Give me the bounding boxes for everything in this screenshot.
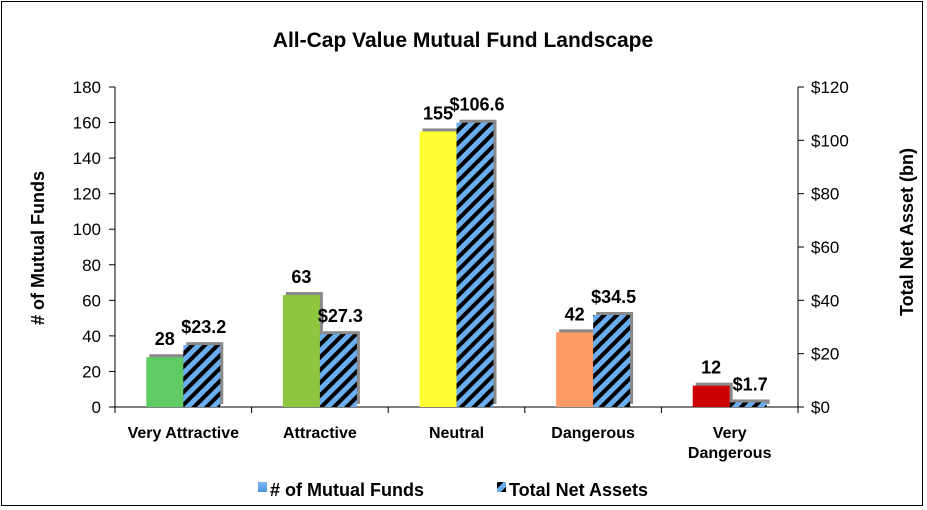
left-axis: 0 20 40 60 80 100 120 140 160 180 — [73, 78, 116, 417]
data-label-mutual-funds: 12 — [701, 358, 721, 378]
left-tick-label: 20 — [82, 362, 101, 381]
legend-label-mutual-funds: # of Mutual Funds — [270, 480, 424, 500]
bar-net-assets — [183, 345, 221, 407]
left-tick-label: 100 — [73, 220, 101, 239]
x-category-label: Dangerous — [551, 425, 635, 442]
data-labels: 28 $23.2 63 $27.3 155$106.6 42 $34.5 12 $1.7 — [155, 95, 768, 395]
data-label-mutual-funds: 28 — [155, 329, 175, 349]
bar-mutual-funds — [282, 295, 320, 407]
data-label-mutual-funds: 155 — [423, 103, 453, 123]
right-tick-label: $120 — [811, 78, 849, 97]
left-tick-label: 160 — [73, 114, 101, 133]
data-label-mutual-funds: 42 — [565, 304, 585, 324]
data-label-net-assets: $27.3 — [318, 306, 363, 326]
left-tick-label: 60 — [82, 291, 101, 310]
left-tick-label: 40 — [82, 327, 101, 346]
left-tick-label: 80 — [82, 256, 101, 275]
right-tick-label: $80 — [811, 185, 839, 204]
right-axis: $0 $20 $40 $60 $80 $100 $120 — [797, 78, 849, 417]
y-axis-label: # of Mutual Funds — [28, 171, 48, 325]
right-tick-label: $100 — [811, 131, 849, 150]
legend-label-net-assets: Total Net Assets — [509, 480, 648, 500]
legend-swatch-mutual-funds — [258, 482, 267, 492]
bar-net-assets — [593, 315, 631, 407]
bar-mutual-funds — [556, 332, 594, 407]
bar-mutual-funds — [419, 131, 457, 407]
x-category-label: Attractive — [283, 425, 357, 442]
right-tick-label: $40 — [811, 291, 839, 310]
x-category-label: Neutral — [429, 425, 484, 442]
data-label-net-assets: $34.5 — [591, 287, 636, 307]
data-label-net-assets: $106.6 — [449, 95, 504, 115]
x-category-label: Very Attractive — [128, 425, 240, 442]
right-tick-label: $0 — [811, 398, 830, 417]
y2-axis-label: Total Net Asset (bn) — [897, 148, 917, 316]
x-category-label: Very — [713, 425, 747, 442]
legend-swatch-net-assets — [497, 482, 506, 492]
bar-net-assets — [456, 122, 494, 407]
left-tick-label: 180 — [73, 78, 101, 97]
left-tick-label: 140 — [73, 149, 101, 168]
chart-title: All-Cap Value Mutual Fund Landscape — [273, 29, 653, 52]
right-tick-label: $60 — [811, 238, 839, 257]
bar-mutual-funds — [146, 357, 184, 407]
data-label-mutual-funds: 63 — [291, 267, 311, 287]
x-axis: Very Attractive Attractive Neutral Dangerou… — [114, 406, 799, 462]
data-label-net-assets: $23.2 — [181, 317, 226, 337]
bar-shadow — [732, 399, 770, 404]
legend: # of Mutual Funds Total Net Assets — [258, 480, 648, 500]
left-tick-label: 0 — [92, 398, 101, 417]
left-tick-label: 120 — [73, 185, 101, 204]
right-tick-label: $20 — [811, 345, 839, 364]
bar-mutual-funds — [692, 385, 730, 407]
bar-net-assets — [319, 334, 357, 407]
bars — [146, 119, 770, 407]
data-label-net-assets: $1.7 — [733, 374, 768, 394]
x-category-label: Dangerous — [688, 445, 772, 462]
bar-net-assets — [729, 402, 767, 407]
